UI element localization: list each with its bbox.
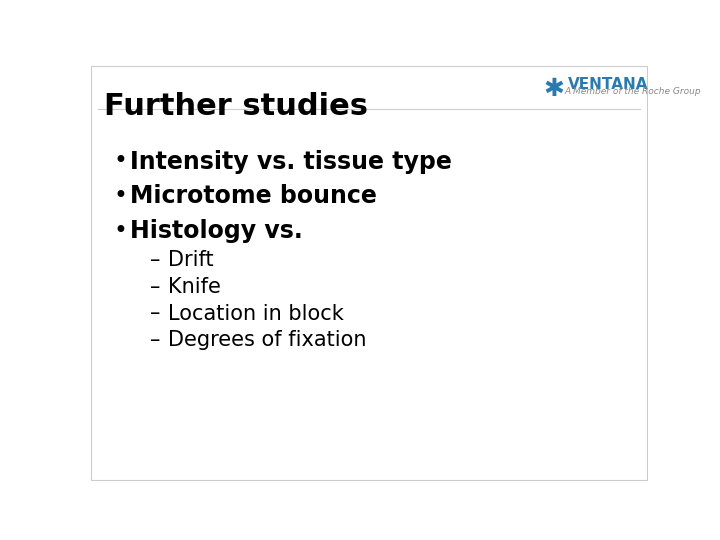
Text: Drift: Drift — [168, 249, 213, 269]
Text: •: • — [113, 219, 127, 243]
Text: –: – — [150, 330, 161, 350]
Text: Further studies: Further studies — [104, 92, 368, 121]
Text: Knife: Knife — [168, 276, 220, 296]
Text: –: – — [150, 276, 161, 296]
Text: Microtome bounce: Microtome bounce — [130, 184, 377, 208]
Text: Intensity vs. tissue type: Intensity vs. tissue type — [130, 150, 452, 173]
Text: A Member of the Roche Group: A Member of the Roche Group — [564, 87, 701, 96]
Text: Location in block: Location in block — [168, 303, 343, 323]
Text: Degrees of fixation: Degrees of fixation — [168, 330, 366, 350]
Text: –: – — [150, 303, 161, 323]
Text: •: • — [113, 150, 127, 173]
Text: –: – — [150, 249, 161, 269]
Text: •: • — [113, 184, 127, 208]
Text: ✱: ✱ — [543, 77, 564, 101]
Text: VENTANA: VENTANA — [568, 77, 649, 92]
Text: Histology vs.: Histology vs. — [130, 219, 303, 243]
